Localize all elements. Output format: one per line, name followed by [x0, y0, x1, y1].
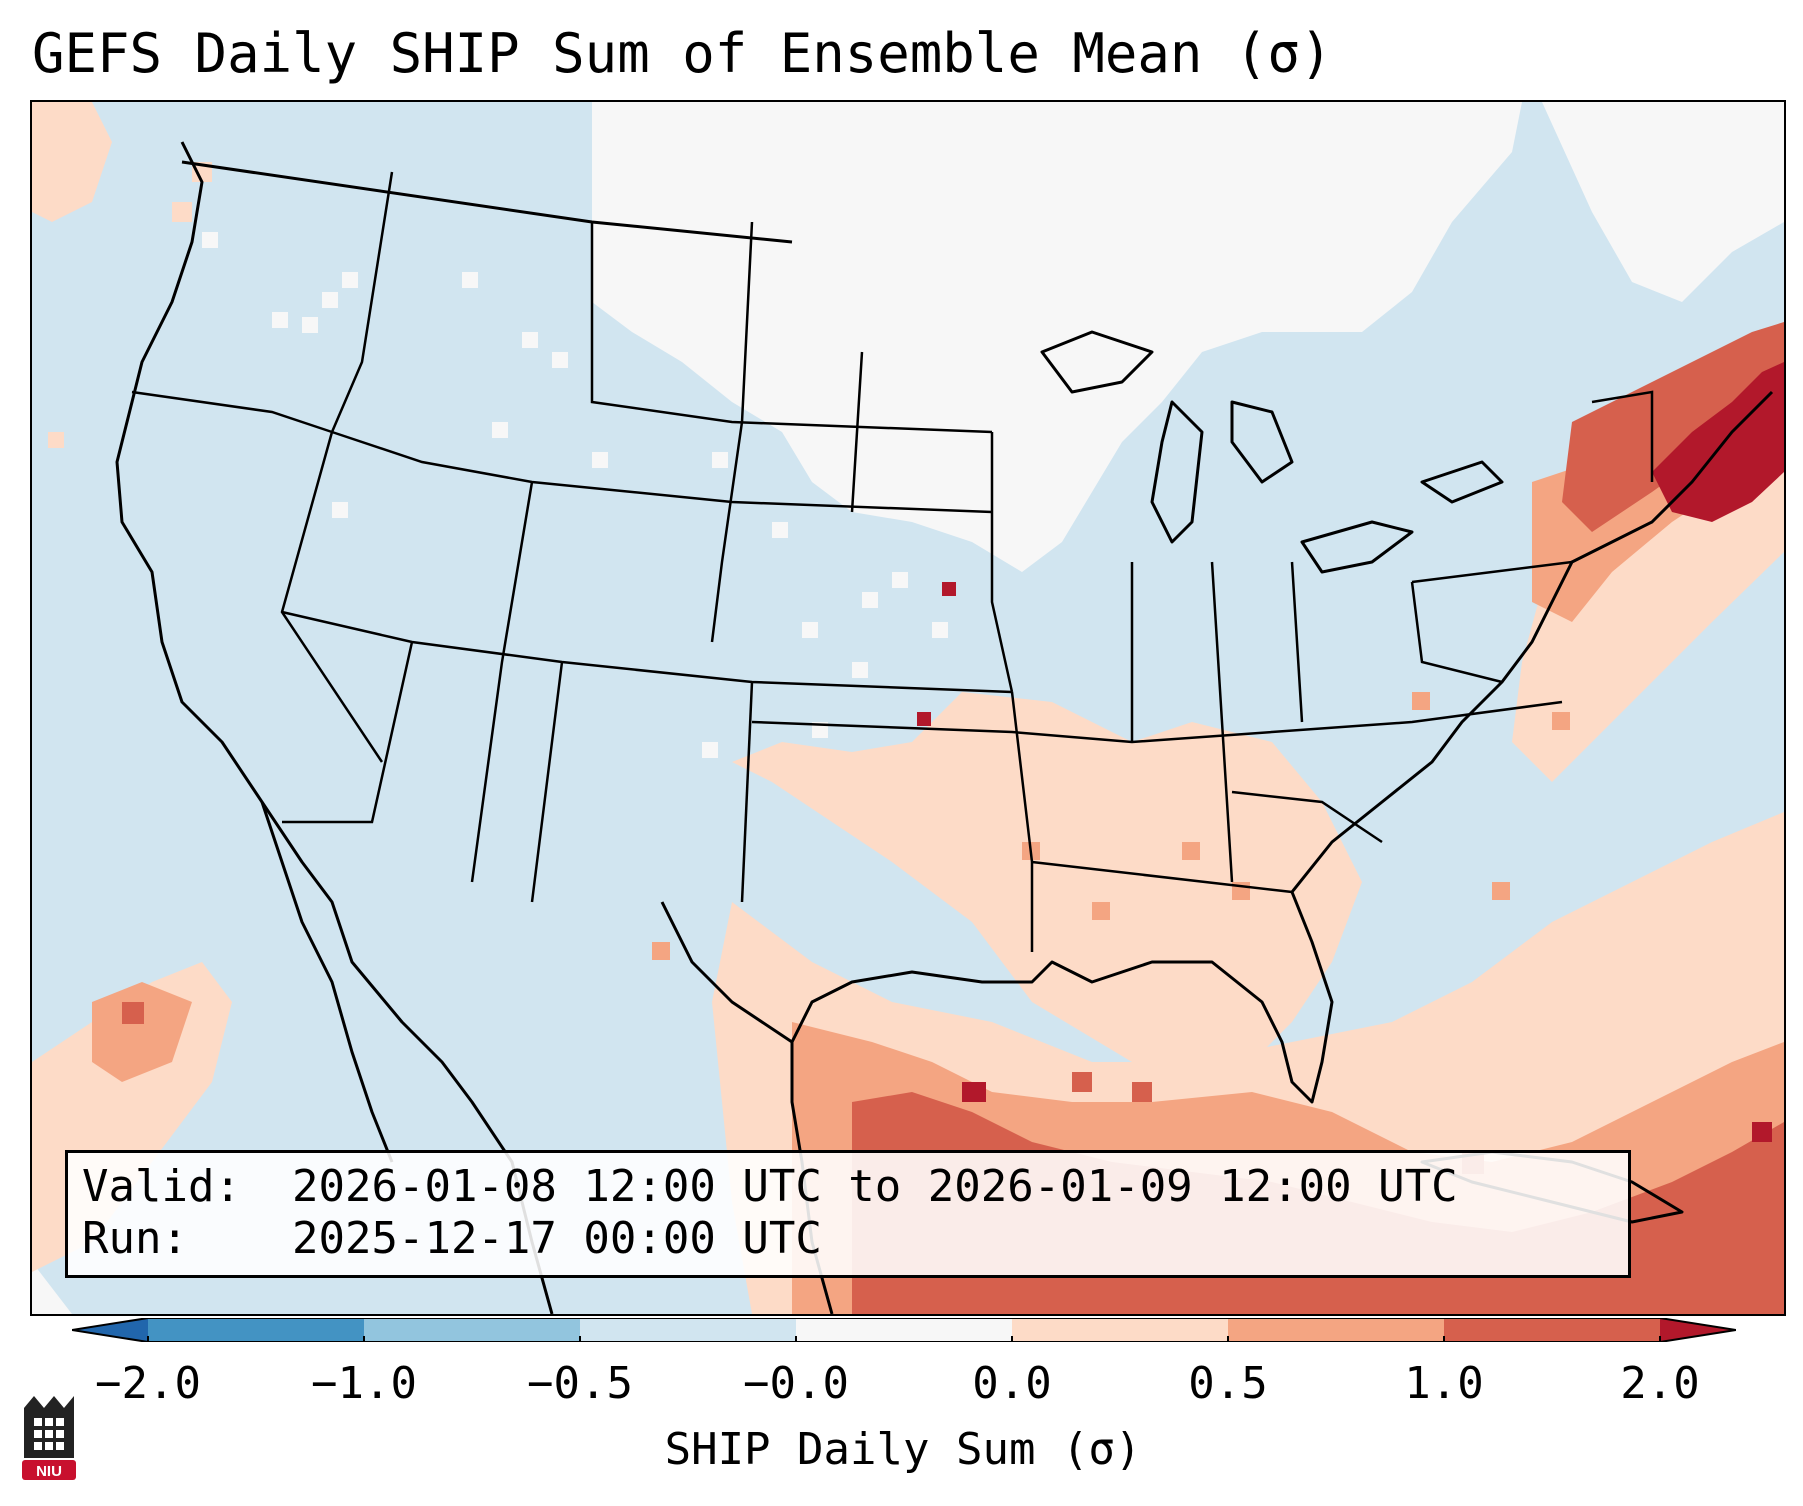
colorbar: [72, 1318, 1736, 1342]
map-panel: [30, 100, 1786, 1316]
colorbar-bin-3: [580, 1318, 796, 1342]
map-title: GEFS Daily SHIP Sum of Ensemble Mean (σ): [32, 22, 1333, 85]
logo-banner: [22, 1460, 76, 1480]
run-value: 2025-12-17 00:00 UTC: [292, 1213, 822, 1264]
colorbar-extend-high: [1660, 1318, 1736, 1342]
colorbar-label: SHIP Daily Sum (σ): [664, 1424, 1142, 1475]
run-label: Run:: [82, 1213, 188, 1264]
colorbar-tick-label: 0.5: [1188, 1358, 1268, 1409]
colorbar-tick-marks: [147, 1336, 1661, 1342]
colorbar-tick-label: −0.0: [743, 1358, 849, 1409]
valid-value: 2026-01-08 12:00 UTC to 2026-01-09 12:00…: [292, 1161, 1458, 1212]
valid-time-line: Valid: 2026-01-08 12:00 UTC to 2026-01-09…: [82, 1161, 1458, 1212]
colorbar-bin-4: [796, 1318, 1012, 1342]
colorbar-tick-label: 1.0: [1404, 1358, 1484, 1409]
colorbar-tick-label: 0.0: [972, 1358, 1052, 1409]
colorbar-tick-label: −1.0: [311, 1358, 417, 1409]
logo-windows: [34, 1418, 64, 1450]
colorbar-bin-6: [1228, 1318, 1444, 1342]
niu-logo: NIU: [22, 1396, 76, 1480]
colorbar-bin-2: [364, 1318, 580, 1342]
validity-info-box: Valid: 2026-01-08 12:00 UTC to 2026-01-09…: [65, 1150, 1631, 1278]
colorbar-bin-5: [1012, 1318, 1228, 1342]
colorbar-bin-7: [1444, 1318, 1660, 1342]
colorbar-tick-label: −0.5: [527, 1358, 633, 1409]
map-canvas: [32, 102, 1784, 1314]
positive-anomaly-extreme: [917, 362, 1784, 1142]
run-time-line: Run: 2025-12-17 00:00 UTC: [82, 1213, 822, 1264]
logo-tower-crown: [24, 1396, 74, 1408]
coastlines-and-borders: [115, 141, 1774, 1314]
valid-label: Valid:: [82, 1161, 241, 1212]
colorbar-bin-1: [148, 1318, 364, 1342]
neutral-anomaly-region: [32, 102, 1784, 1314]
neutral-speckle: [202, 232, 948, 758]
colorbar-tick-label: 2.0: [1620, 1358, 1700, 1409]
logo-text: NIU: [36, 1463, 62, 1480]
state-boundaries: [131, 171, 1654, 952]
colorbar-tick-label: −2.0: [95, 1358, 201, 1409]
colorbar-extend-low: [72, 1318, 148, 1342]
